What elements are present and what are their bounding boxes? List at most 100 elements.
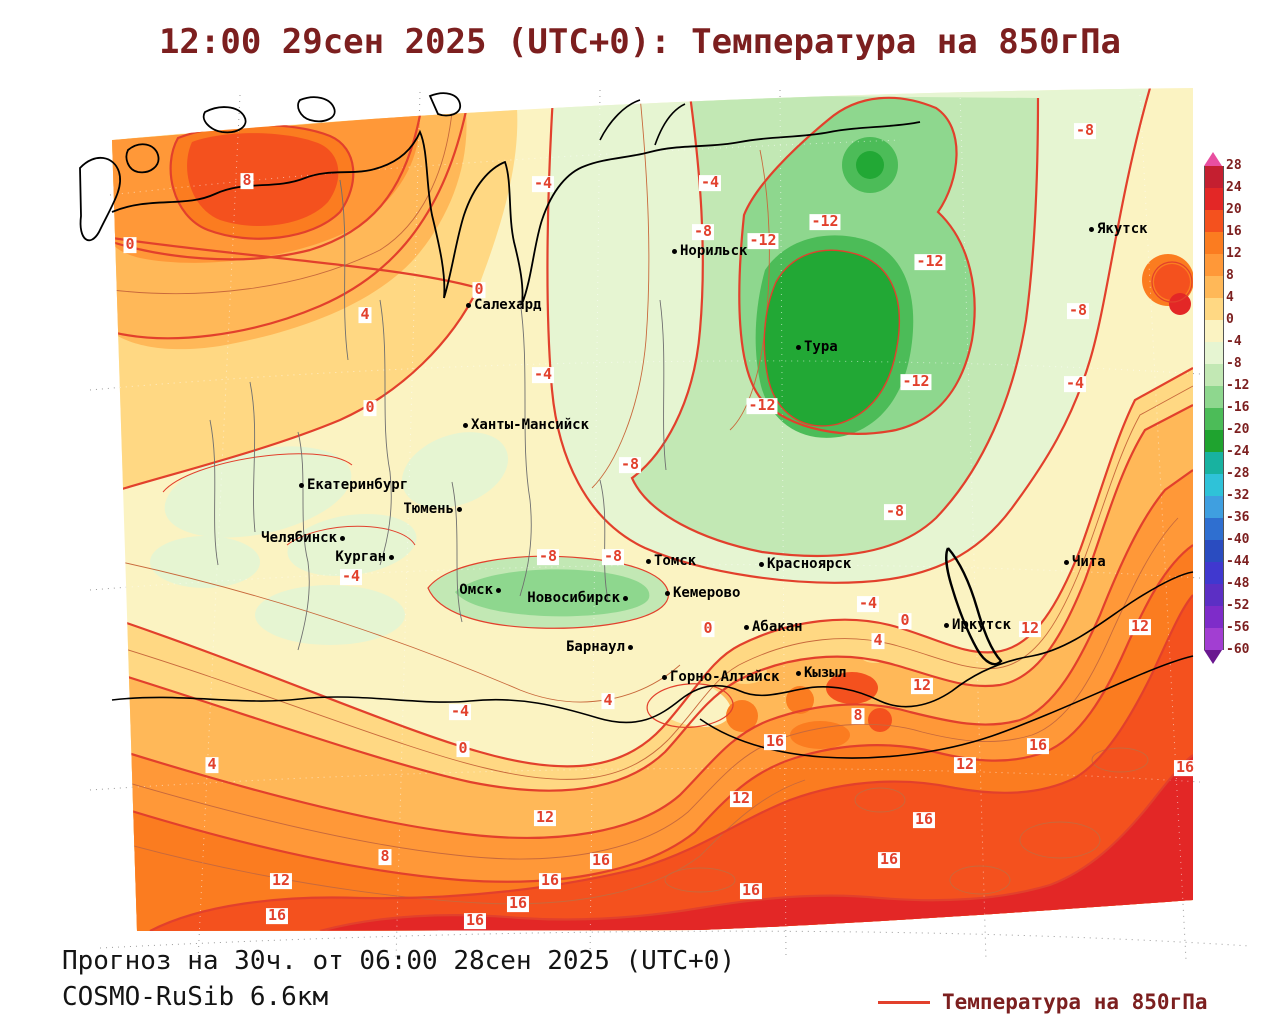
- colorbar-segment: [1204, 496, 1224, 518]
- city-dot: [466, 302, 471, 308]
- city-marker: Горно-Алтайск: [662, 669, 780, 685]
- contour-label: -8: [536, 547, 560, 566]
- colorbar-tick-label: -60: [1226, 642, 1250, 657]
- city-marker: Норильск: [672, 243, 747, 259]
- contour-label: 0: [472, 280, 486, 299]
- contour-label: -8: [691, 222, 715, 241]
- contour-label: -12: [809, 212, 841, 231]
- city-label: Новосибирск: [527, 590, 620, 606]
- city-dot: [665, 590, 670, 596]
- contour-label: 4: [601, 691, 615, 710]
- city-label: Якутск: [1097, 221, 1148, 237]
- contour-label: 12: [269, 871, 293, 890]
- colorbar-tick-label: 24: [1226, 180, 1242, 195]
- contour-label: -12: [914, 252, 946, 271]
- colorbar-tick-label: -40: [1226, 532, 1250, 547]
- colorbar-segment: [1204, 540, 1224, 562]
- city-label: Екатеринбург: [307, 477, 409, 493]
- city-marker: Салехард: [466, 297, 541, 313]
- colorbar-segment: [1204, 320, 1224, 342]
- city-label: Омск: [459, 582, 493, 598]
- contour-label: -8: [601, 547, 625, 566]
- page-title: 12:00 29сен 2025 (UTC+0): Температура на…: [158, 22, 1122, 62]
- colorbar-segment: [1204, 342, 1224, 364]
- contour-label: 0: [363, 398, 377, 417]
- city-label: Красноярск: [767, 556, 852, 572]
- colorbar-segment: [1204, 606, 1224, 628]
- city-label: Челябинск: [261, 530, 337, 546]
- colorbar-segment: [1204, 408, 1224, 430]
- model-info: COSMO-RuSib 6.6км: [62, 982, 329, 1012]
- city-label: Томск: [654, 553, 697, 569]
- contour-label: 8: [378, 847, 392, 866]
- city-marker: Курган: [335, 549, 394, 565]
- city-marker: Чита: [1064, 554, 1106, 570]
- colorbar-tick-label: -36: [1226, 510, 1250, 525]
- colorbar-tick-label: -48: [1226, 576, 1250, 591]
- colorbar-tick-label: 0: [1226, 312, 1234, 327]
- colorbar-tick-label: 16: [1226, 224, 1242, 239]
- city-marker: Кемерово: [665, 585, 740, 601]
- colorbar-tick-label: -4: [1226, 334, 1242, 349]
- contour-label: 16: [763, 732, 787, 751]
- city-label: Тюмень: [403, 501, 454, 517]
- colorbar-tick-label: -56: [1226, 620, 1250, 635]
- colorbar-segment: [1204, 254, 1224, 276]
- colorbar-tick-label: -32: [1226, 488, 1250, 503]
- contour-label: 16: [589, 851, 613, 870]
- contour-label: 16: [1173, 758, 1197, 777]
- contour-label: -8: [883, 502, 907, 521]
- city-dot: [389, 554, 394, 560]
- city-dot: [496, 587, 501, 593]
- colorbar-tick-label: -24: [1226, 444, 1250, 459]
- city-marker: Якутск: [1089, 221, 1148, 237]
- city-label: Кемерово: [673, 585, 741, 601]
- city-label: Салехард: [474, 297, 542, 313]
- city-marker: Томск: [646, 553, 696, 569]
- colorbar-tick-label: -44: [1226, 554, 1250, 569]
- colorbar-segment: [1204, 628, 1224, 650]
- contour-label: 16: [739, 881, 763, 900]
- contour-label: 8: [851, 706, 865, 725]
- city-dot: [944, 622, 949, 628]
- city-marker: Ханты-Мансийск: [463, 417, 589, 433]
- contour-label: 0: [123, 235, 137, 254]
- contour-label: 12: [953, 755, 977, 774]
- contour-label: 0: [701, 619, 715, 638]
- colorbar-tick-label: -20: [1226, 422, 1250, 437]
- city-label: Чита: [1072, 554, 1106, 570]
- city-dot: [457, 506, 462, 512]
- contour-label: 0: [898, 611, 912, 630]
- colorbar-segment: [1204, 232, 1224, 254]
- city-dot: [299, 482, 304, 488]
- contour-label: -8: [1073, 121, 1097, 140]
- city-dot: [646, 558, 651, 564]
- colorbar-tick-label: -16: [1226, 400, 1250, 415]
- colorbar-segment: [1204, 364, 1224, 386]
- contour-label: -4: [856, 594, 880, 613]
- contour-label: -4: [531, 365, 555, 384]
- contour-label: 8: [240, 171, 254, 190]
- contour-label: -12: [747, 231, 779, 250]
- contour-label: 16: [506, 894, 530, 913]
- contour-label: -4: [1063, 374, 1087, 393]
- city-marker: Иркутск: [944, 617, 1011, 633]
- contour-label: -4: [698, 173, 722, 192]
- legend: Температура на 850гПа: [878, 990, 1208, 1014]
- city-label: Тура: [804, 339, 838, 355]
- colorbar-segment: [1204, 452, 1224, 474]
- colorbar-tick-label: 4: [1226, 290, 1234, 305]
- colorbar-segment: [1204, 430, 1224, 452]
- colorbar-tick-label: -12: [1226, 378, 1250, 393]
- contour-label: 12: [729, 789, 753, 808]
- city-dot: [340, 535, 345, 541]
- city-dot: [672, 248, 677, 254]
- colorbar-segment: [1204, 298, 1224, 320]
- minor-contours-layer: [112, 95, 1193, 905]
- colorbar-tick-label: 28: [1226, 158, 1242, 173]
- colorbar-segment: [1204, 276, 1224, 298]
- colorbar-segment: [1204, 386, 1224, 408]
- colorbar-segment: [1204, 188, 1224, 210]
- city-marker: Челябинск: [261, 530, 345, 546]
